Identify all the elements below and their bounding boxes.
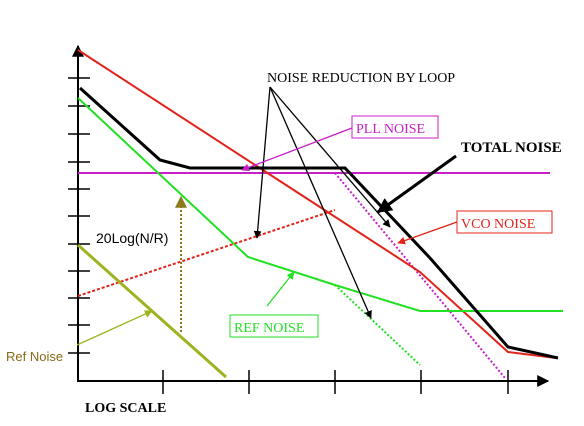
x-axis-label: LOG SCALE xyxy=(85,401,166,416)
log-ratio-label-bg xyxy=(94,228,178,247)
pll-noise-label: PLL NOISE xyxy=(356,122,425,137)
noise-reduction-arrows xyxy=(253,86,391,319)
ref-noise-line xyxy=(77,97,563,312)
log-ratio-label: 20Log(N/R) xyxy=(96,230,168,246)
pll-noise-filtered-dotted xyxy=(334,172,506,379)
pll-noise-pointer xyxy=(241,127,353,172)
ref-source-pointer xyxy=(76,310,153,346)
noise-reduction-label: NOISE REDUCTION BY LOOP xyxy=(267,71,455,86)
vco-noise-label-box xyxy=(456,210,553,234)
total-noise-label: TOTAL NOISE xyxy=(461,140,562,156)
ref-noise-label: REF NOISE xyxy=(234,321,304,336)
x-ticks xyxy=(162,370,509,394)
axes xyxy=(68,44,550,394)
vco-noise-label: VCO NOISE xyxy=(461,217,535,232)
y-ticks xyxy=(68,77,90,354)
vco-noise-pointer xyxy=(397,221,458,245)
ref-noise-pointer xyxy=(266,271,295,307)
ref-noise-filtered-dotted xyxy=(334,284,421,366)
vco-noise-filtered-dotted xyxy=(77,209,336,297)
ref-noise-label-box xyxy=(229,314,319,338)
ref-source-noise-label: Ref Noise xyxy=(6,349,63,364)
total-noise-line xyxy=(78,86,559,360)
total-noise-pointer xyxy=(376,154,457,214)
pll-noise-label-box xyxy=(351,115,439,139)
